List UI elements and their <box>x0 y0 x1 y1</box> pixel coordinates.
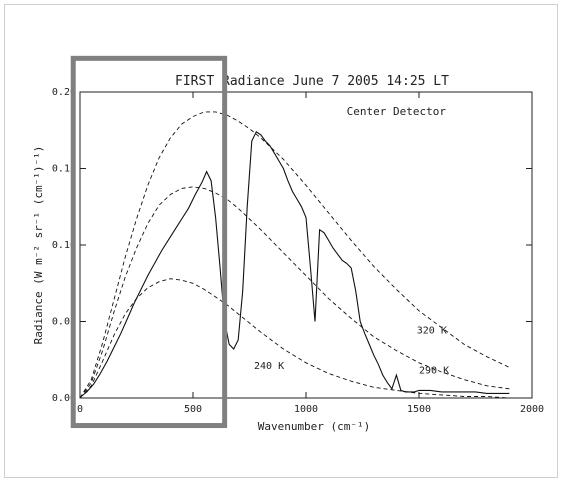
x-tick-label: 2000 <box>520 404 544 415</box>
highlight-box <box>70 55 228 429</box>
y-tick-label: 0.00 <box>52 393 76 404</box>
blackbody-320k-curve <box>79 111 510 399</box>
y-tick-label: 0.20 <box>52 87 76 98</box>
y-tick-label: 0.15 <box>52 164 76 175</box>
chart-title: FIRST Radiance June 7 2005 14:25 LT <box>175 74 449 89</box>
annotation-290k: 290 K <box>419 366 449 377</box>
axis-ticks: 0 500 1000 1500 2000 0.00 0.05 0.10 0.15 0.20 <box>52 87 544 415</box>
annotation-240k: 240 K <box>254 361 284 372</box>
measured-radiance-spectrum <box>80 130 510 397</box>
y-tick-label: 0.10 <box>52 240 76 251</box>
y-tick-label: 0.05 <box>52 317 76 328</box>
y-axis-label: Radiance (W m⁻² sr⁻¹ (cm⁻¹)⁻¹) <box>32 146 45 345</box>
x-tick-label: 0 <box>77 404 83 415</box>
x-tick-label: 1000 <box>294 404 318 415</box>
annotation-center-detector: Center Detector <box>347 105 447 118</box>
x-tick-label: 1500 <box>407 404 431 415</box>
figure-frame <box>4 4 558 478</box>
x-tick-label: 500 <box>184 404 202 415</box>
annotation-320k: 320 K <box>417 326 447 337</box>
blackbody-240k-curve <box>79 278 510 399</box>
x-axis-label: Wavenumber (cm⁻¹) <box>258 420 371 433</box>
plot-area <box>79 91 533 399</box>
blackbody-290k-curve <box>79 186 510 399</box>
series-group <box>79 111 510 399</box>
